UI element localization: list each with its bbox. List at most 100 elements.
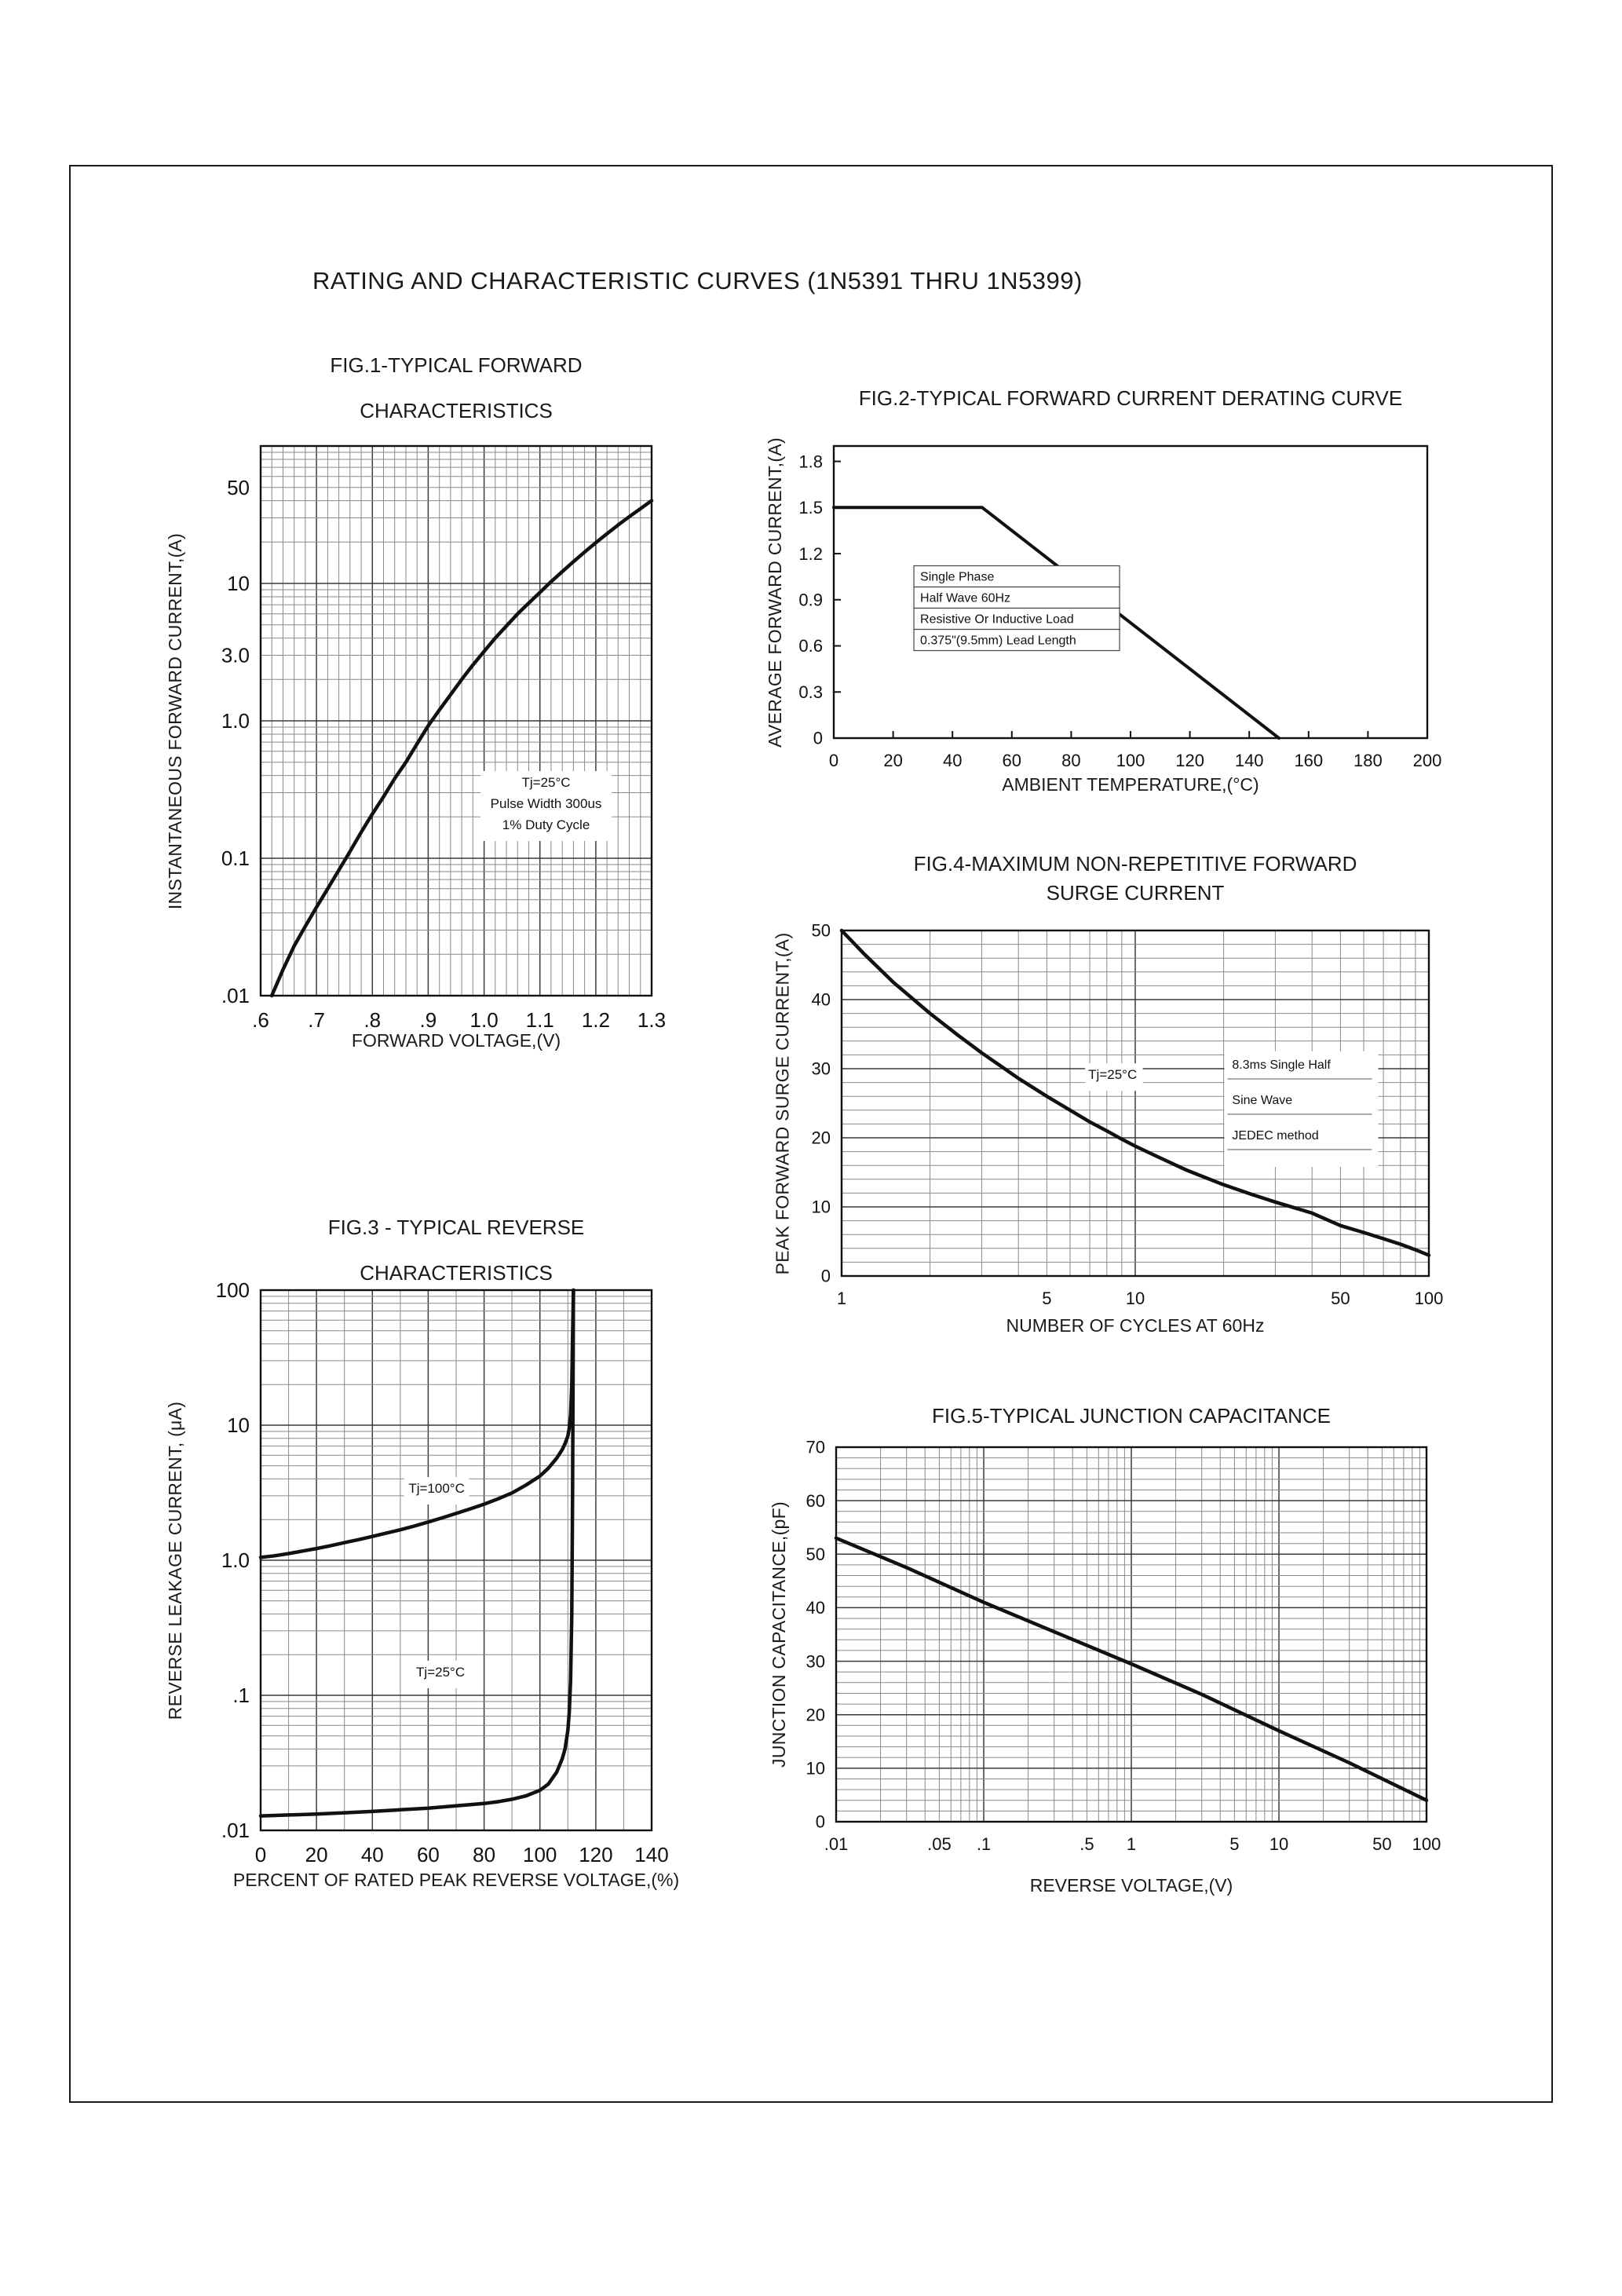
svg-text:10: 10 [1269,1834,1288,1854]
svg-text:100: 100 [523,1843,557,1866]
svg-text:Resistive Or Inductive Load: Resistive Or Inductive Load [920,613,1074,627]
svg-text:20: 20 [883,751,902,770]
svg-text:1.1: 1.1 [526,1008,554,1032]
page-title: RATING AND CHARACTERISTIC CURVES (1N5391… [312,267,1083,294]
svg-text:160: 160 [1294,751,1323,770]
svg-text:.01: .01 [221,984,250,1007]
svg-text:.1: .1 [977,1834,991,1854]
svg-text:80: 80 [473,1843,495,1866]
svg-text:10: 10 [806,1759,825,1779]
svg-text:30: 30 [806,1651,825,1671]
svg-text:JEDEC method: JEDEC method [1232,1129,1318,1143]
svg-text:.8: .8 [363,1008,381,1032]
svg-text:140: 140 [1235,751,1264,770]
fig3-x-axis-label: PERCENT OF RATED PEAK REVERSE VOLTAGE,(%… [232,1870,680,1890]
svg-text:.01: .01 [824,1834,849,1854]
svg-text:1.8: 1.8 [798,452,823,471]
svg-text:50: 50 [227,476,250,499]
svg-text:1.0: 1.0 [221,1548,250,1572]
svg-text:0.6: 0.6 [798,636,823,656]
svg-text:100: 100 [1412,1834,1441,1854]
svg-text:0: 0 [829,751,838,770]
svg-text:40: 40 [812,990,831,1010]
svg-text:10: 10 [1126,1289,1145,1308]
svg-text:.6: .6 [252,1008,269,1032]
svg-text:1.3: 1.3 [637,1008,666,1032]
fig1-x-axis-label: FORWARD VOLTAGE,(V) [351,1030,561,1051]
svg-text:Sine Wave: Sine Wave [1232,1094,1292,1107]
svg-text:100: 100 [1415,1289,1444,1308]
fig2-x-axis-label: AMBIENT TEMPERATURE,(°C) [1002,774,1259,795]
svg-text:1.2: 1.2 [798,544,823,564]
svg-text:1: 1 [1127,1834,1136,1854]
svg-text:1.0: 1.0 [470,1008,499,1032]
svg-text:70: 70 [806,1438,825,1457]
svg-text:0: 0 [816,1812,825,1832]
fig1-plot: .6 .7 .8 .9 1.0 1.1 1.2 1.3 50 10 3.0 1.0 0.1 .01 Tj=2… [221,444,666,1032]
svg-text:10: 10 [227,1413,250,1437]
svg-text:0.9: 0.9 [798,590,823,610]
fig3-title-line2: CHARACTERISTICS [360,1261,553,1285]
svg-text:50: 50 [1372,1834,1391,1854]
svg-text:.01: .01 [221,1819,250,1842]
svg-text:140: 140 [634,1843,668,1866]
svg-text:.1: .1 [232,1684,250,1707]
fig1-y-axis-label-text: INSTANTANEOUS FORWARD CURRENT,(A) [165,532,186,909]
fig3-plot: 0 20 40 60 80 100 120 140 100 10 1.0 .1 .01 Tj=100°C T… [216,1278,669,1866]
svg-text:120: 120 [579,1843,612,1866]
svg-text:20: 20 [305,1843,328,1866]
svg-text:Half Wave 60Hz: Half Wave 60Hz [920,592,1010,605]
svg-text:8.3ms Single Half: 8.3ms Single Half [1232,1058,1331,1072]
svg-text:0: 0 [255,1843,266,1866]
svg-text:50: 50 [1331,1289,1350,1308]
svg-text:120: 120 [1175,751,1204,770]
svg-text:5: 5 [1229,1834,1239,1854]
svg-text:Tj=25°C: Tj=25°C [522,775,571,790]
svg-text:1: 1 [837,1289,846,1308]
svg-text:30: 30 [812,1059,831,1079]
svg-text:40: 40 [806,1598,825,1618]
svg-text:Pulse Width 300us: Pulse Width 300us [491,796,602,811]
svg-text:0.1: 0.1 [221,846,250,870]
fig1-title-line2: CHARACTERISTICS [360,399,553,422]
svg-text:200: 200 [1413,751,1442,770]
svg-text:60: 60 [806,1491,825,1511]
svg-text:.05: .05 [927,1834,952,1854]
svg-text:100: 100 [1116,751,1145,770]
fig2-plot: 0 20 40 60 80 100 120 140 160 180 200 1.8 1.5 1.2 0.9 0… [798,444,1442,770]
svg-text:0: 0 [821,1267,831,1286]
svg-text:Single Phase: Single Phase [920,571,994,584]
svg-text:60: 60 [1003,751,1021,770]
svg-text:180: 180 [1353,751,1383,770]
svg-text:100: 100 [216,1278,250,1302]
svg-text:1.5: 1.5 [798,498,823,517]
fig3-y-axis-label-text: REVERSE LEAKAGE CURRENT, (μA) [165,1401,186,1720]
svg-text:20: 20 [812,1128,831,1148]
svg-text:0.3: 0.3 [798,682,823,702]
fig4-title-line2: SURGE CURRENT [1046,881,1225,905]
svg-text:3.0: 3.0 [221,644,250,667]
svg-text:10: 10 [227,572,250,595]
svg-text:.5: .5 [1080,1834,1094,1854]
svg-text:60: 60 [417,1843,440,1866]
fig1-title-line1: FIG.1-TYPICAL FORWARD [330,353,583,377]
fig4-title-line1: FIG.4-MAXIMUM NON-REPETITIVE FORWARD [913,852,1357,876]
svg-text:40: 40 [361,1843,384,1866]
svg-text:20: 20 [806,1705,825,1724]
svg-text:50: 50 [812,921,831,941]
svg-text:Tj=25°C: Tj=25°C [1088,1067,1137,1082]
fig3-title-line1: FIG.3 - TYPICAL REVERSE [327,1216,585,1239]
svg-text:0.375"(9.5mm) Lead Length: 0.375"(9.5mm) Lead Length [920,634,1076,648]
svg-text:1.0: 1.0 [221,709,250,733]
fig5-x-axis-label: REVERSE VOLTAGE,(V) [1029,1875,1233,1896]
svg-text:0: 0 [813,729,823,748]
fig4-x-axis-label: NUMBER OF CYCLES AT 60Hz [1006,1315,1265,1336]
svg-text:80: 80 [1061,751,1080,770]
svg-text:Tj=25°C: Tj=25°C [416,1665,465,1680]
svg-text:40: 40 [943,751,962,770]
svg-text:.7: .7 [308,1008,325,1032]
svg-text:50: 50 [806,1545,825,1564]
